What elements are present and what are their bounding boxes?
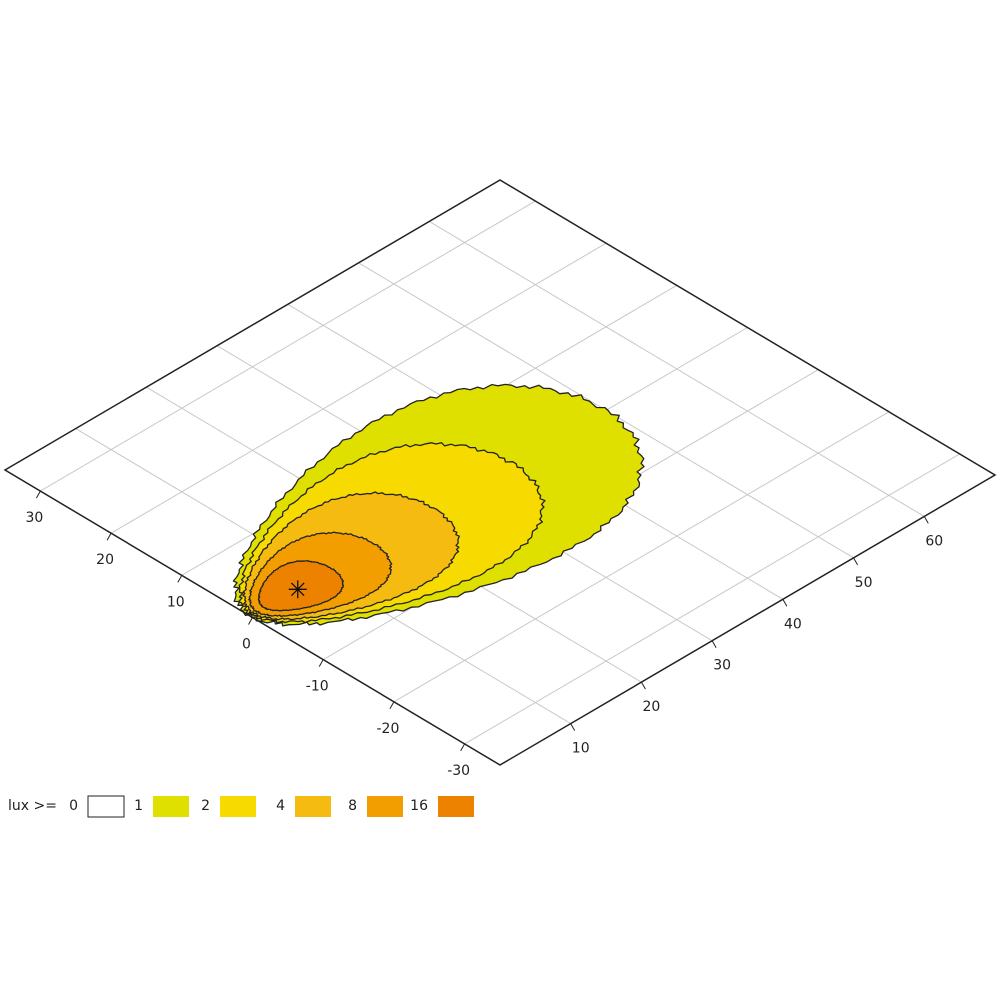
y-tick [248, 617, 253, 625]
legend-label: 16 [410, 798, 428, 814]
legend-label: 2 [201, 798, 210, 814]
y-tick [35, 490, 41, 499]
legend-swatch [153, 796, 189, 817]
x-tick-label: 60 [925, 533, 943, 549]
legend: lux >= 0 1 2 4 8 16 [8, 795, 474, 818]
x-tick [782, 599, 788, 607]
x-tick [853, 557, 859, 566]
y-tick-label: 10 [167, 594, 185, 610]
y-tick-label: -10 [306, 679, 329, 695]
plot-plane: 10 20 30 40 50 60 -30 -20 -10 0 10 20 30 [3, 179, 997, 779]
legend-label: 0 [69, 798, 78, 814]
y-tick-label: 0 [242, 637, 251, 653]
grid-line [393, 411, 890, 703]
x-tick-label: 10 [572, 741, 590, 757]
legend-label: 8 [348, 798, 357, 814]
legend-swatch [295, 796, 331, 817]
y-tick [318, 659, 324, 667]
x-tick-label: 50 [855, 575, 873, 591]
y-tick-label: -20 [376, 721, 399, 737]
y-tick [177, 575, 183, 583]
x-tick [711, 640, 717, 648]
legend-swatch [87, 795, 125, 818]
grid-line [40, 200, 536, 492]
y-tick-label: 20 [96, 552, 114, 568]
legend-label: 1 [134, 798, 143, 814]
y-tick-label: -30 [447, 763, 470, 779]
y-tick [460, 743, 466, 752]
x-tick-label: 40 [784, 616, 802, 632]
legend-swatch [438, 796, 474, 817]
x-tick-label: 20 [643, 699, 661, 715]
luminaire-marker [290, 582, 305, 597]
x-tick [923, 516, 929, 524]
y-tick-label: 30 [25, 510, 43, 526]
x-tick-label: 30 [713, 658, 731, 674]
legend-label: 4 [276, 798, 285, 814]
x-tick [570, 723, 576, 731]
legend-swatch [367, 796, 403, 817]
grid-line [110, 242, 607, 534]
plane-border [3, 179, 997, 766]
x-tick [640, 681, 646, 690]
legend-swatch [220, 796, 256, 817]
y-tick [389, 701, 395, 710]
y-tick [106, 532, 112, 541]
legend-title: lux >= [8, 798, 57, 814]
grid-line [464, 453, 960, 745]
